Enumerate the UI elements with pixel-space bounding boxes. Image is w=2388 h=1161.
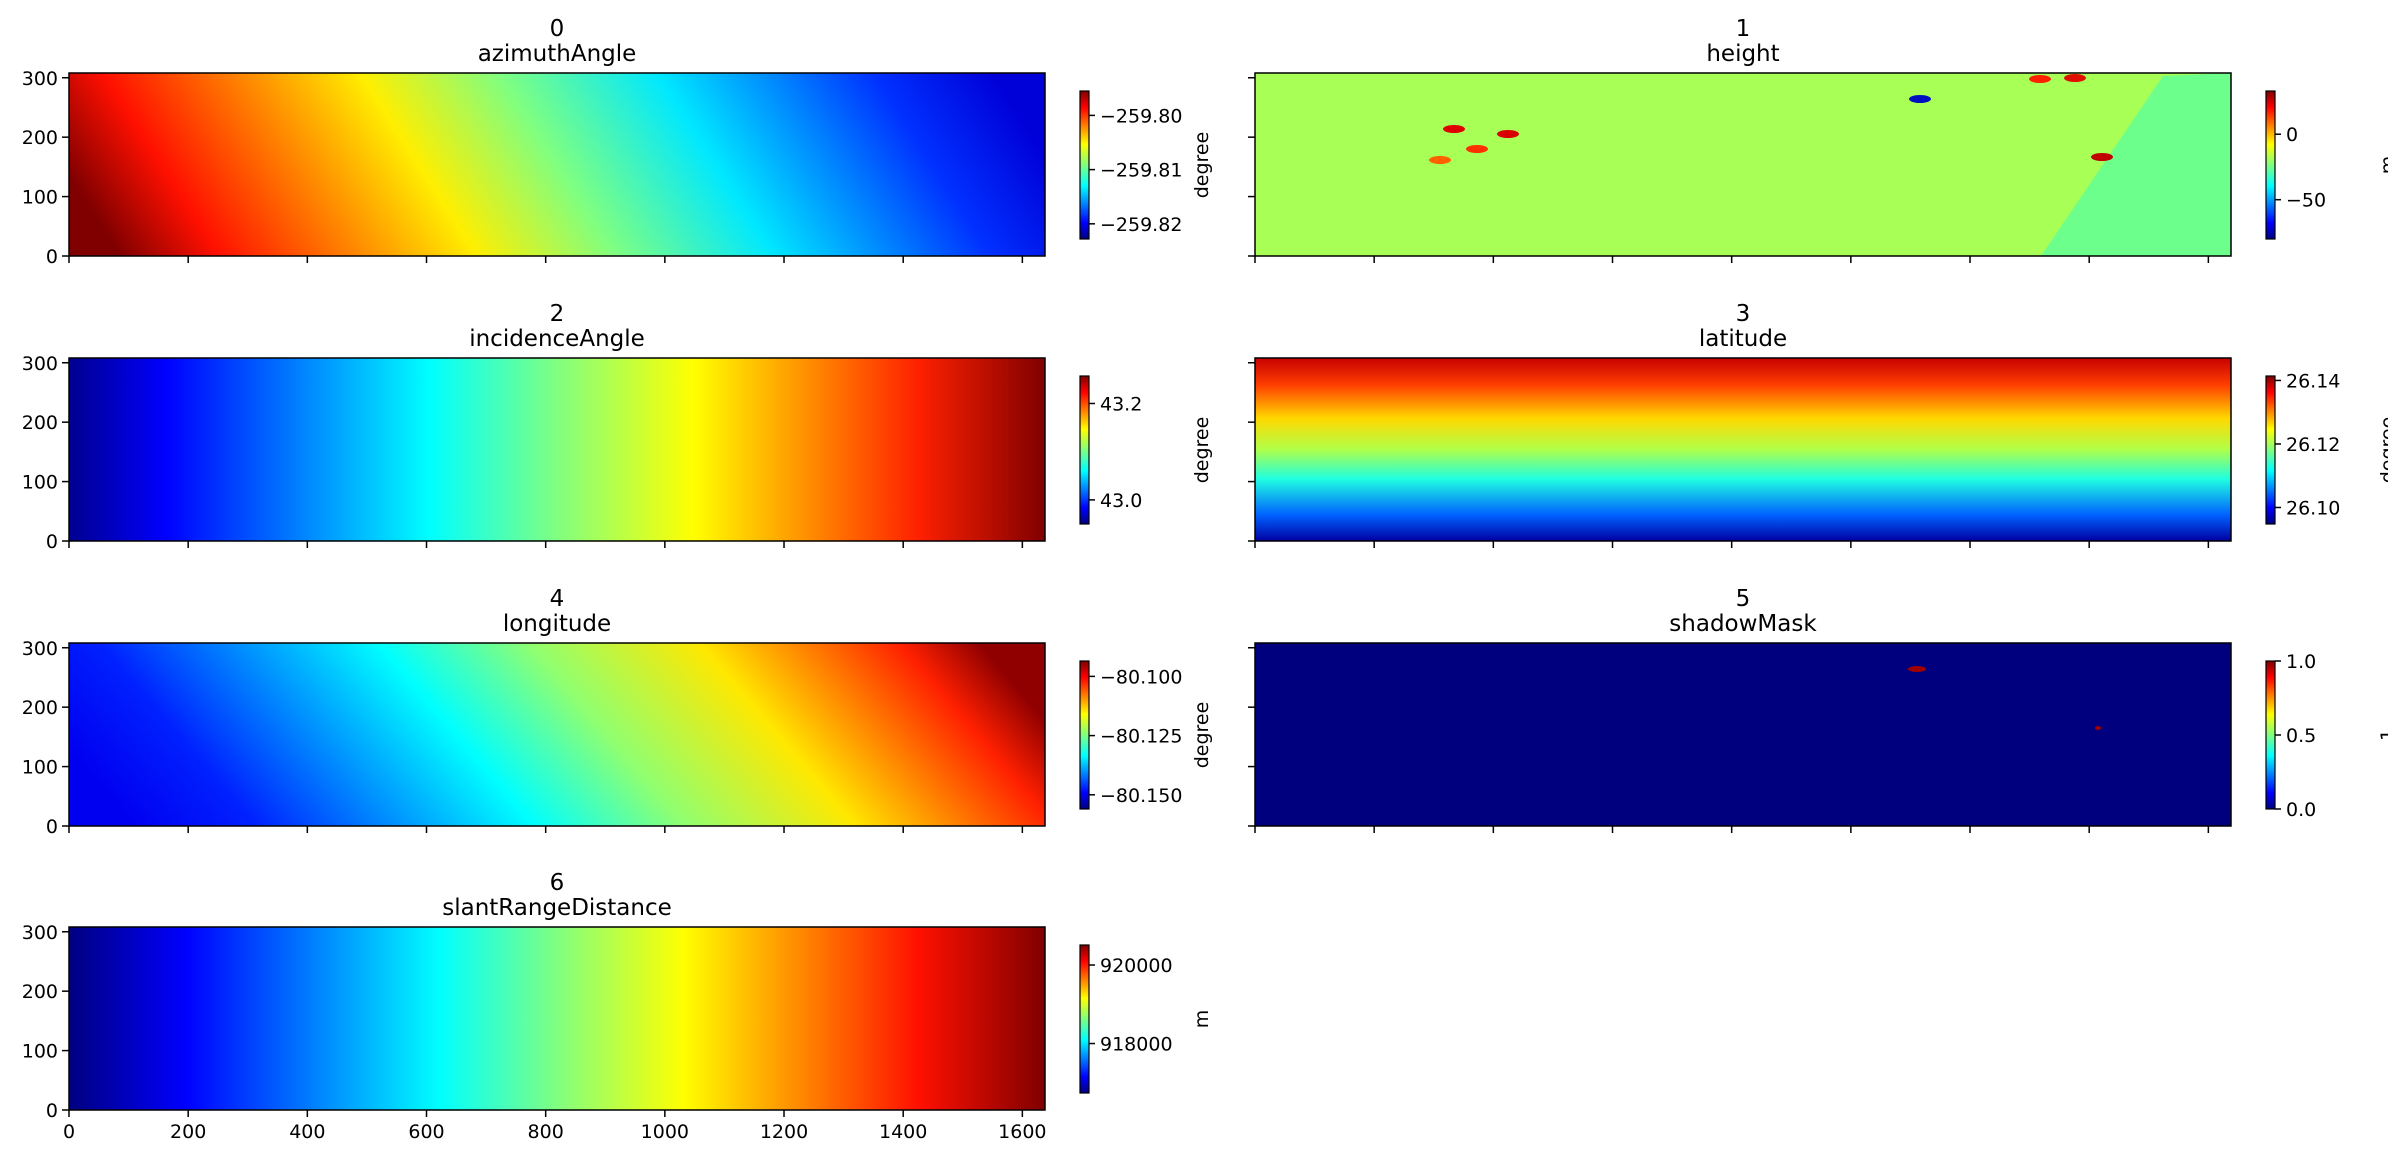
colorbar-tick-label: 0.0 xyxy=(2286,799,2316,821)
y-tick-label: 300 xyxy=(22,68,58,90)
y-tick-label: 200 xyxy=(22,981,58,1003)
y-tick-label: 200 xyxy=(22,697,58,719)
y-tick-label: 300 xyxy=(22,638,58,660)
panel-title: incidenceAngle xyxy=(469,326,645,352)
colorbar-tick-label: 0.5 xyxy=(2286,725,2316,747)
colorbar-tick-label: 1.0 xyxy=(2286,651,2316,673)
colorbar-label: 1 xyxy=(2377,729,2388,741)
colorbar-tick-label: 43.2 xyxy=(1100,393,1142,415)
axes-frame xyxy=(1254,72,2232,257)
flat-region xyxy=(2041,73,2231,256)
panel-title: shadowMask xyxy=(1669,611,1817,637)
y-tick-label: 300 xyxy=(22,922,58,944)
axes-frame xyxy=(68,72,1046,257)
colorbar-tick-label: −50 xyxy=(2286,190,2326,212)
colorbar-label: degree xyxy=(2377,417,2388,484)
x-tick-label: 1000 xyxy=(641,1121,689,1143)
y-tick-label: 100 xyxy=(22,757,58,779)
panel-number: 4 xyxy=(550,586,565,612)
colorbar-tick-label: −80.150 xyxy=(1100,785,1182,807)
y-tick-label: 0 xyxy=(46,816,58,838)
colorbar-tick-label: −259.81 xyxy=(1100,160,1182,182)
colorbar-label: m xyxy=(2377,156,2388,175)
colorbar xyxy=(2265,660,2276,810)
terrain-spot xyxy=(1466,145,1488,153)
y-tick-label: 300 xyxy=(22,353,58,375)
panel-title: longitude xyxy=(503,611,611,637)
x-tick-label: 1600 xyxy=(998,1121,1046,1143)
colorbar xyxy=(1079,375,1090,525)
colorbar xyxy=(2265,375,2276,525)
colorbar xyxy=(1079,944,1090,1094)
colorbar xyxy=(1079,90,1090,240)
panel-number: 3 xyxy=(1736,301,1751,327)
x-tick-label: 1400 xyxy=(879,1121,927,1143)
colorbar xyxy=(2265,90,2276,240)
colorbar-tick-label: 920000 xyxy=(1100,955,1173,977)
colorbar-tick-label: 26.12 xyxy=(2286,434,2340,456)
y-tick-label: 200 xyxy=(22,127,58,149)
axes-frame xyxy=(1254,642,2232,827)
x-tick-label: 400 xyxy=(289,1121,325,1143)
x-tick-label: 0 xyxy=(63,1121,75,1143)
panel-number: 5 xyxy=(1736,586,1751,612)
colorbar xyxy=(1079,660,1090,810)
colorbar-tick-label: 26.14 xyxy=(2286,370,2340,392)
heatmap-texture xyxy=(1429,73,2231,256)
axes-frame xyxy=(1254,357,2232,542)
colorbar-label: degree xyxy=(1191,417,1213,484)
colorbar-label: m xyxy=(1191,1010,1213,1029)
x-tick-label: 200 xyxy=(170,1121,206,1143)
y-tick-label: 100 xyxy=(22,187,58,209)
terrain-spot xyxy=(2064,74,2086,82)
heatmap-image xyxy=(1255,643,2231,826)
terrain-spot xyxy=(1429,156,1451,164)
colorbar-tick-label: 43.0 xyxy=(1100,490,1142,512)
panel-title: height xyxy=(1706,41,1779,67)
colorbar-tick-label: 26.10 xyxy=(2286,497,2340,519)
x-tick-label: 1200 xyxy=(760,1121,808,1143)
y-tick-label: 200 xyxy=(22,412,58,434)
panel-number: 1 xyxy=(1736,16,1751,42)
heatmap-image xyxy=(1255,358,2231,541)
axes-frame xyxy=(68,357,1046,542)
terrain-spot xyxy=(2029,75,2051,83)
axes-frame xyxy=(68,926,1046,1111)
heatmap-image xyxy=(69,73,1045,256)
y-tick-label: 100 xyxy=(22,472,58,494)
heatmap-image xyxy=(69,358,1045,541)
panel-title: azimuthAngle xyxy=(478,41,637,67)
colorbar-tick-label: 918000 xyxy=(1100,1034,1173,1056)
y-tick-label: 100 xyxy=(22,1041,58,1063)
y-tick-label: 0 xyxy=(46,246,58,268)
x-tick-label: 800 xyxy=(528,1121,564,1143)
colorbar-label: degree xyxy=(1191,132,1213,199)
y-tick-label: 0 xyxy=(46,531,58,553)
terrain-spot xyxy=(1443,125,1465,133)
colorbar-tick-label: −259.82 xyxy=(1100,214,1182,236)
panel-title: latitude xyxy=(1699,326,1787,352)
panel-number: 0 xyxy=(550,16,565,42)
panel-title: slantRangeDistance xyxy=(442,895,672,921)
heatmap-image xyxy=(69,927,1045,1110)
x-tick-label: 600 xyxy=(408,1121,444,1143)
panel-number: 6 xyxy=(550,870,565,896)
terrain-spot xyxy=(1909,95,1931,103)
shadow-spot xyxy=(2095,726,2101,730)
colorbar-tick-label: −259.80 xyxy=(1100,105,1182,127)
terrain-spot xyxy=(2091,153,2113,161)
panel-number: 2 xyxy=(550,301,565,327)
shadow-spot xyxy=(1908,666,1926,672)
colorbar-tick-label: −80.125 xyxy=(1100,726,1182,748)
colorbar-tick-label: −80.100 xyxy=(1100,666,1182,688)
axes-frame xyxy=(68,642,1046,827)
heatmap-image xyxy=(69,643,1045,826)
colorbar-label: degree xyxy=(1191,702,1213,769)
colorbar-tick-label: 0 xyxy=(2286,124,2298,146)
terrain-spot xyxy=(1497,130,1519,138)
y-tick-label: 0 xyxy=(46,1100,58,1122)
